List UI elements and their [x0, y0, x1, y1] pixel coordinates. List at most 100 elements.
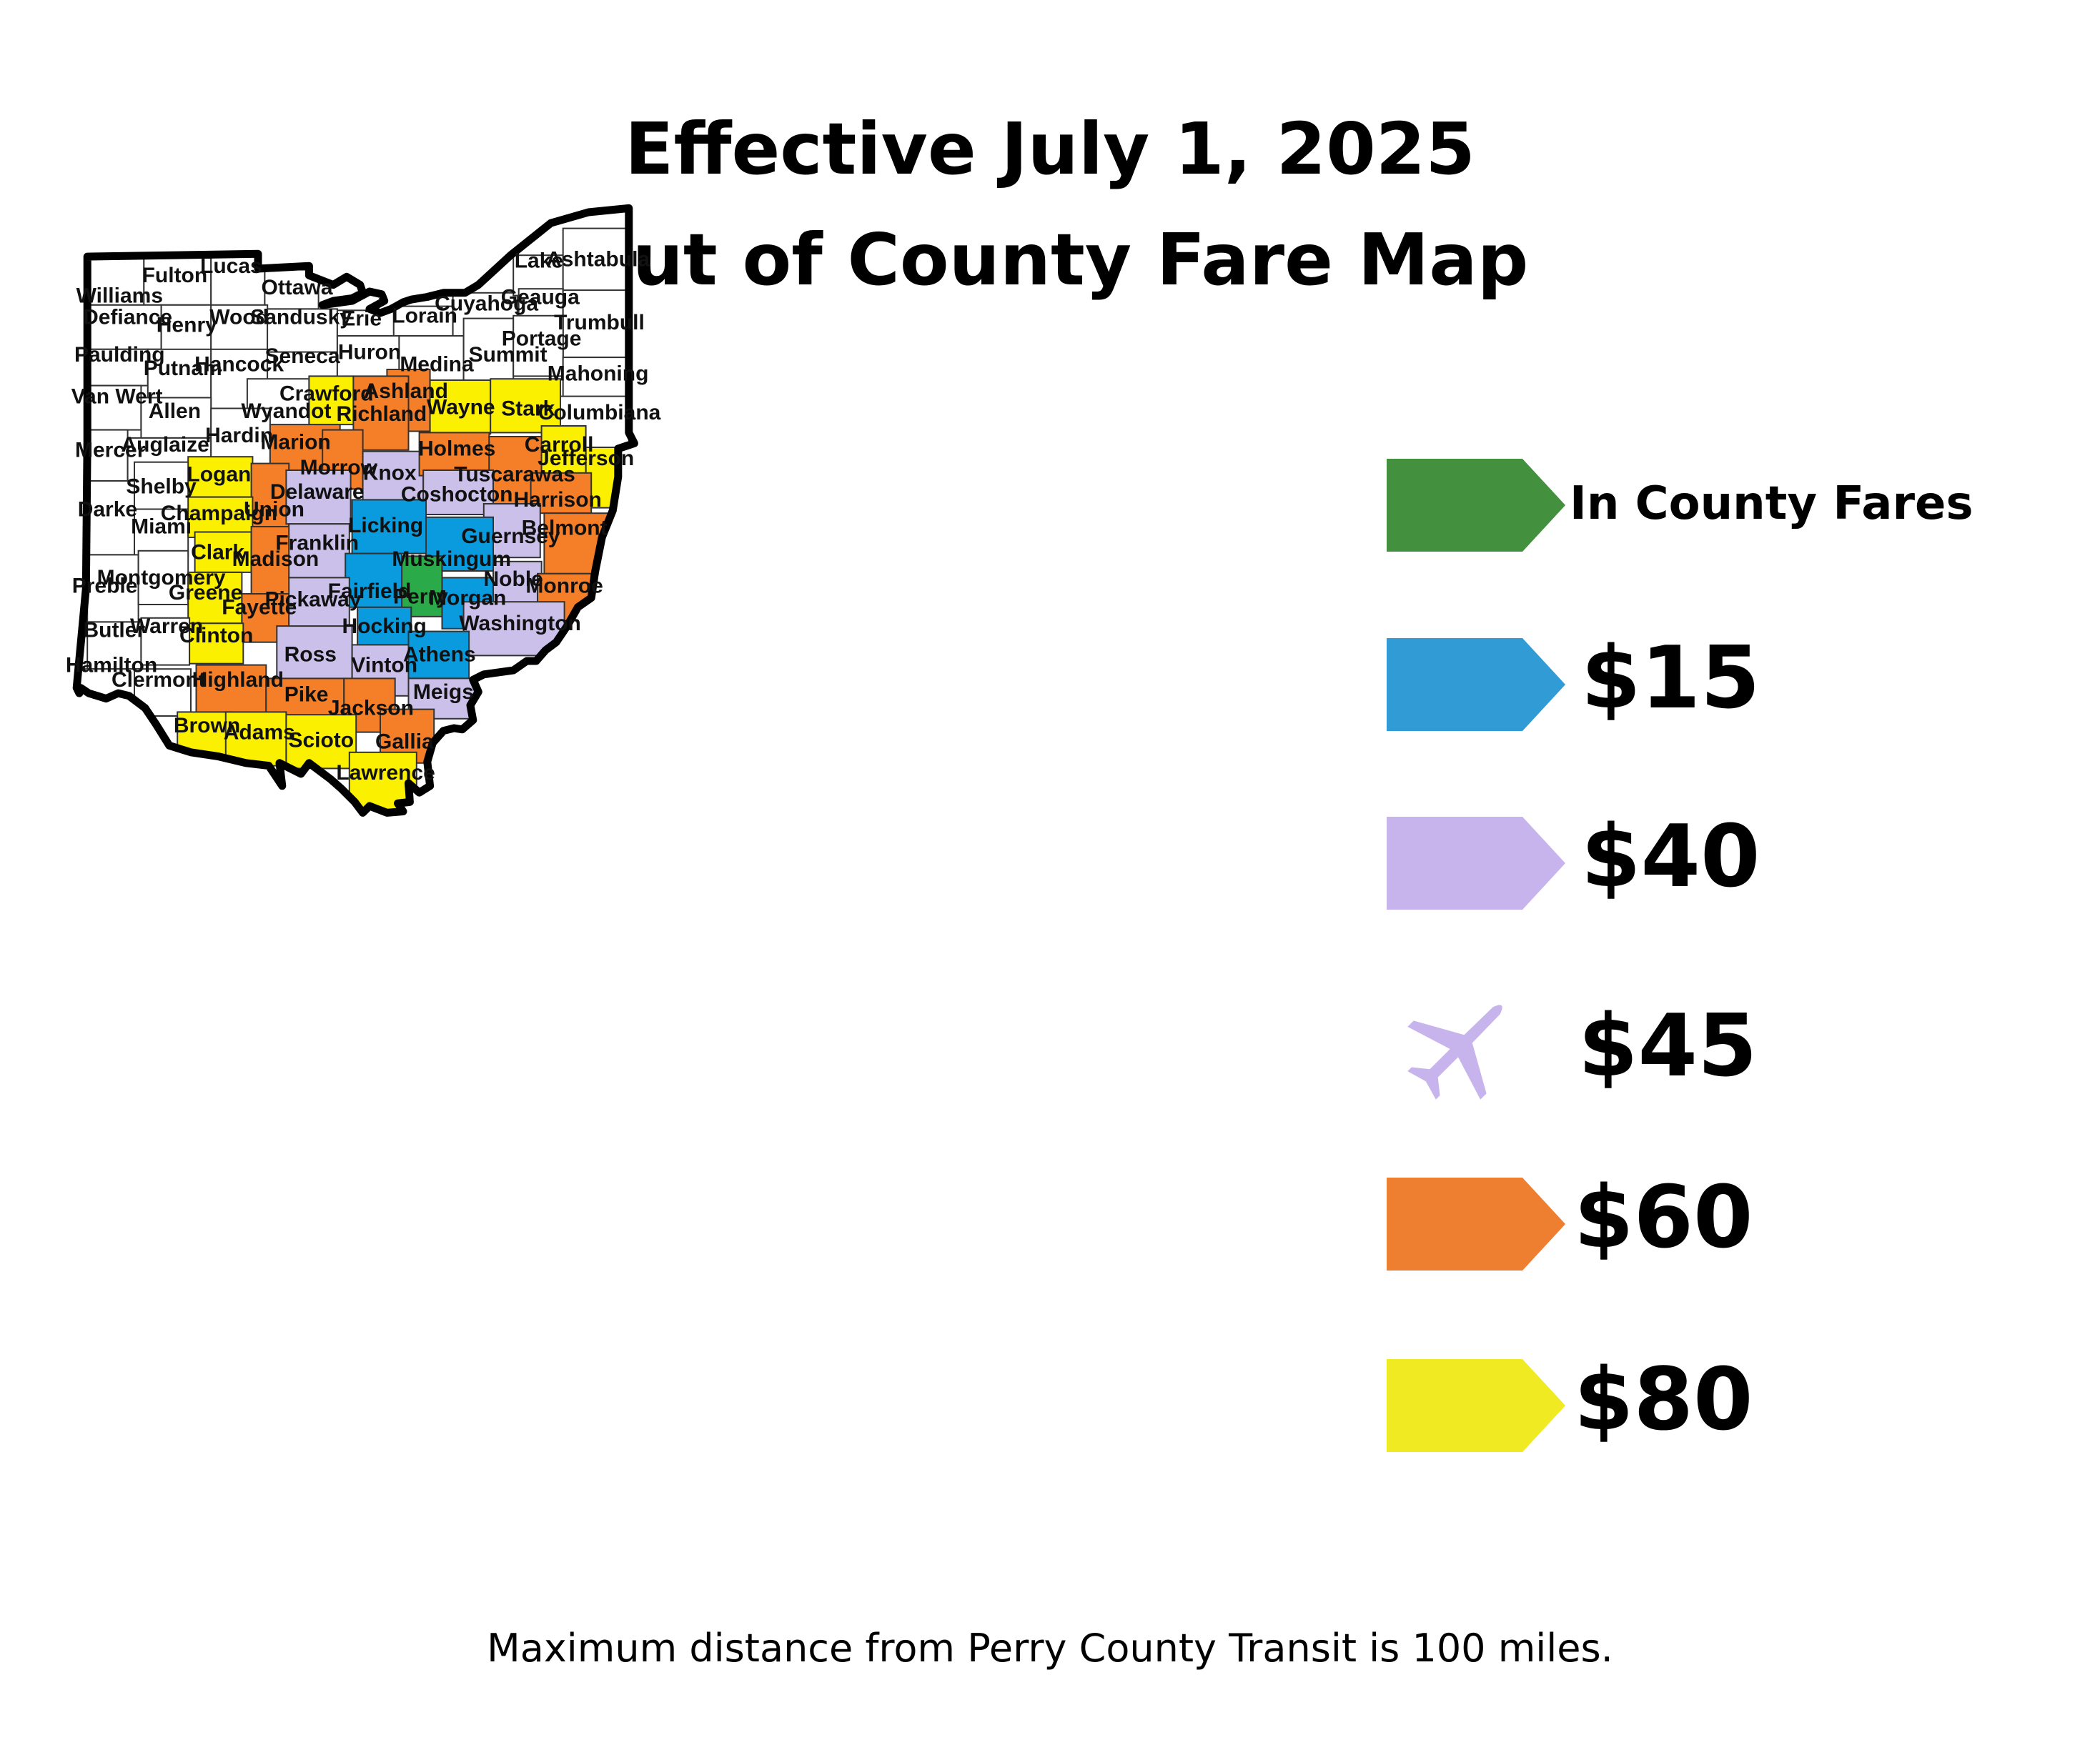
county-label-wood: Wood	[209, 306, 269, 329]
county-label-huron: Huron	[338, 340, 401, 364]
county-pike	[265, 677, 345, 717]
county-defiance	[86, 304, 162, 350]
county-label-washington: Washington	[459, 612, 581, 635]
county-delaware	[285, 469, 352, 525]
county-label-lake: Lake	[515, 249, 563, 273]
county-label-wyandot: Wyandot	[241, 399, 331, 423]
county-label-ashtabula: Ashtabula	[546, 248, 650, 272]
county-label-wayne: Wayne	[427, 395, 495, 419]
county-label-morgan: Morgan	[429, 586, 506, 610]
county-label-monroe: Monroe	[525, 575, 603, 598]
county-label-lorain: Lorain	[392, 304, 457, 328]
county-label-butler: Butler	[83, 619, 145, 642]
county-label-erie: Erie	[341, 307, 382, 330]
county-label-ross: Ross	[284, 642, 337, 666]
county-label-madison: Madison	[232, 547, 320, 571]
county-label-cuyahoga: Cuyahoga	[435, 292, 538, 316]
county-holmes	[418, 432, 490, 477]
county-label-fayette: Fayette	[222, 596, 297, 620]
page-title-line-1: Effective July 1, 2025	[625, 107, 1475, 191]
county-label-pike: Pike	[284, 683, 329, 707]
county-mahoning	[562, 357, 630, 403]
county-label-jackson: Jackson	[328, 697, 414, 720]
county-label-crawford: Crawford	[279, 382, 374, 406]
county-label-richland: Richland	[337, 402, 427, 426]
county-label-fulton: Fulton	[142, 264, 208, 287]
county-portage	[512, 314, 564, 377]
county-label-perry: Perry	[393, 585, 448, 609]
county-label-knox: Knox	[363, 462, 417, 485]
county-label-preble: Preble	[72, 575, 138, 598]
county-carroll	[540, 425, 587, 475]
county-label-morrow: Morrow	[300, 456, 378, 479]
county-label-guernsey: Guernsey	[461, 524, 560, 548]
county-label-shelby: Shelby	[126, 474, 197, 498]
county-label-greene: Greene	[169, 581, 242, 605]
county-coshocton	[422, 469, 495, 515]
county-label-hocking: Hocking	[342, 615, 427, 638]
county-label-paulding: Paulding	[74, 343, 165, 367]
county-label-vinton: Vinton	[351, 653, 417, 677]
county-logan	[187, 456, 254, 498]
county-franklin	[288, 523, 350, 579]
county-stark	[490, 378, 562, 434]
county-crawford	[308, 375, 355, 426]
county-label-allen: Allen	[149, 399, 201, 423]
county-label-clark: Clark	[191, 541, 244, 565]
county-label-hardin: Hardin	[205, 424, 273, 447]
county-allen	[140, 397, 212, 439]
county-label-van-wert: Van Wert	[71, 384, 163, 408]
county-label-columbiana: Columbiana	[538, 401, 661, 424]
county-ashtabula	[562, 227, 630, 294]
county-label-lawrence: Lawrence	[336, 761, 435, 785]
county-label-clinton: Clinton	[179, 624, 253, 647]
county-label-highland: Highland	[192, 668, 284, 692]
county-putnam	[147, 348, 212, 399]
county-label-trumbull: Trumbull	[554, 311, 645, 334]
county-label-geauga: Geauga	[501, 285, 580, 309]
county-label-muskingum: Muskingum	[392, 547, 511, 571]
county-label-champaign: Champaign	[161, 502, 277, 525]
county-label-defiance: Defiance	[83, 306, 172, 329]
county-label-putnam: Putnam	[144, 357, 222, 380]
county-label-sandusky: Sandusky	[250, 306, 352, 329]
county-wayne	[429, 379, 492, 435]
county-label-carroll: Carroll	[525, 433, 594, 457]
county-label-tuscarawas: Tuscarawas	[454, 462, 575, 486]
county-warren	[140, 617, 191, 666]
county-champaign	[187, 496, 254, 538]
county-label-noble: Noble	[484, 567, 543, 591]
county-ross	[276, 625, 353, 681]
county-label-delaware: Delaware	[270, 480, 365, 504]
county-label-lucas: Lucas	[200, 254, 262, 278]
county-label-mercer: Mercer	[75, 439, 146, 462]
county-label-athens: Athens	[403, 642, 476, 666]
county-label-auglaize: Auglaize	[122, 433, 209, 457]
county-label-harrison: Harrison	[514, 488, 602, 512]
county-label-ashland: Ashland	[364, 379, 448, 403]
county-label-hamilton: Hamilton	[66, 653, 157, 677]
county-label-coshocton: Coshocton	[401, 483, 513, 507]
county-label-franklin: Franklin	[275, 531, 359, 555]
county-fairfield	[345, 552, 403, 608]
county-label-belmont: Belmont	[522, 517, 608, 540]
county-label-holmes: Holmes	[418, 437, 495, 461]
county-label-summit: Summit	[469, 343, 548, 367]
county-label-mahoning: Mahoning	[548, 362, 649, 385]
county-label-medina: Medina	[400, 352, 474, 376]
county-label-scioto: Scioto	[288, 729, 354, 752]
county-scioto	[285, 714, 357, 770]
county-clinton	[189, 622, 244, 665]
county-athens	[407, 630, 470, 680]
county-greene	[187, 571, 243, 625]
county-hardin	[210, 407, 271, 466]
county-licking	[351, 499, 427, 555]
county-label-ottawa: Ottawa	[261, 276, 332, 299]
county-label-clermont: Clermont	[112, 668, 206, 692]
county-highland	[195, 664, 267, 716]
county-label-union: Union	[244, 497, 304, 521]
county-label-logan: Logan	[187, 462, 251, 486]
county-label-marion: Marion	[260, 430, 330, 454]
